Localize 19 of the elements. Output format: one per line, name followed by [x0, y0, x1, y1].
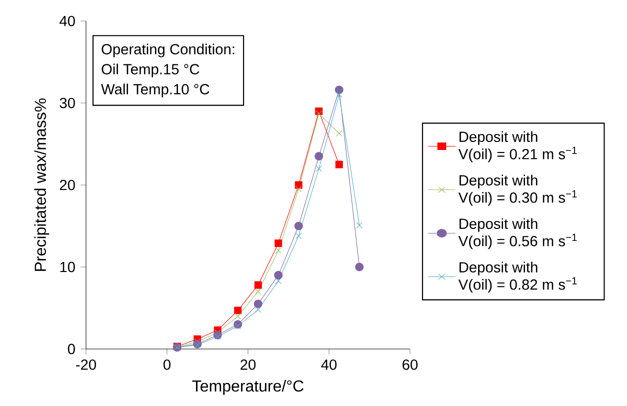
- x-tick-label: 0: [163, 359, 170, 370]
- x-tick-label: 20: [240, 359, 256, 370]
- y-tick-label: 20: [60, 180, 75, 190]
- legend-label: Deposit with V(oil) = 0.82 m s$^{−1}$: [458, 262, 577, 293]
- annotation: Operating Condition:: [102, 44, 234, 58]
- x-tick-label: 60: [402, 359, 418, 370]
- y-tick-label: 0: [68, 344, 75, 354]
- y-tick-label: 10: [60, 262, 75, 272]
- x-tick-label: -20: [76, 359, 96, 370]
- legend-label: Deposit with V(oil) = 0.30 m s$^{−1}$: [458, 174, 577, 206]
- annotation: Wall Temp.10 °C: [101, 84, 210, 98]
- annotation: Oil Temp.15 °C: [102, 64, 200, 78]
- y-tick-label: 30: [60, 98, 75, 108]
- x-tick-label: 40: [321, 359, 337, 370]
- y-axis-title: Precipitated wax/mass%: [34, 98, 50, 271]
- y-tick-label: 40: [60, 16, 75, 26]
- x-axis-title: Temperature/°C: [192, 380, 304, 395]
- legend-label: Deposit with V(oil) = 0.21 m s$^{−1}$: [458, 131, 577, 162]
- legend-label: Deposit with V(oil) = 0.56 m s$^{−1}$: [458, 218, 577, 250]
